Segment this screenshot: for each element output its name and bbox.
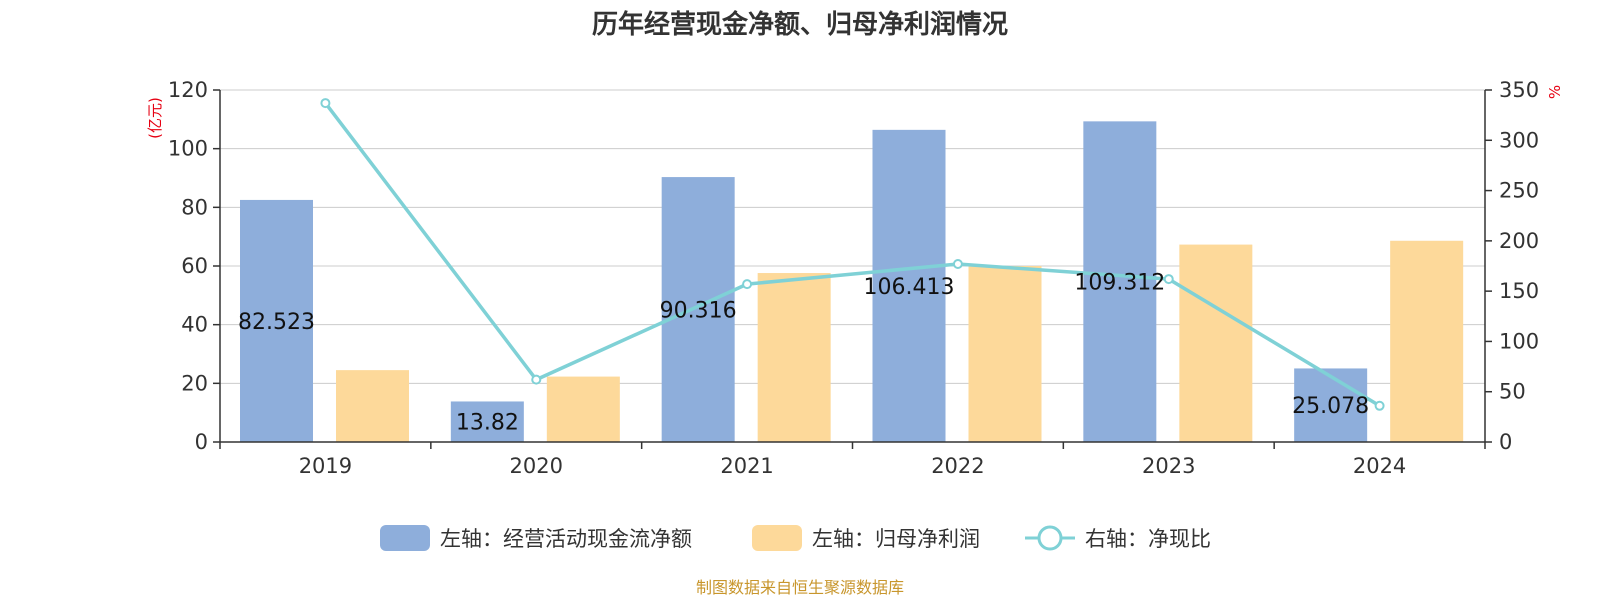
x-axis-tick-label: 2021	[720, 454, 773, 478]
cash-flow-data-label: 25.078	[1292, 394, 1369, 419]
x-axis-tick-label: 2022	[931, 454, 984, 478]
legend: 左轴：经营活动现金流净额 左轴：归母净利润 右轴：净现比	[380, 525, 1211, 551]
left-axis-unit: (亿元)	[146, 97, 164, 139]
cash-flow-bar	[240, 199, 313, 442]
ratio-point	[320, 98, 331, 109]
right-axis-tick-label: 350	[1499, 78, 1539, 102]
net-profit-bar	[546, 376, 620, 442]
gridlines	[220, 89, 1485, 384]
cash-flow-data-label: 90.316	[660, 299, 737, 324]
cash-flow-data-label: 106.413	[864, 275, 955, 300]
right-axis-tick-label: 150	[1499, 279, 1539, 303]
cash-flow-bar	[450, 401, 524, 442]
net-profit-bar	[1390, 240, 1464, 442]
left-axis-tick-label: 60	[181, 254, 208, 278]
left-axis-tick-label: 100	[168, 137, 208, 161]
ratio-point	[1374, 400, 1385, 411]
right-axis-tick-label: 0	[1499, 430, 1512, 454]
x-axis-tick-label: 2020	[510, 454, 563, 478]
ratio-point	[531, 374, 542, 385]
cash-flow-bar	[1294, 368, 1368, 442]
left-axis-tick-label: 0	[195, 430, 208, 454]
bars-group	[240, 121, 1464, 442]
net-profit-bar	[336, 370, 409, 442]
right-axis-unit: %	[1546, 85, 1564, 99]
chart-title: 历年经营现金净额、归母净利润情况	[592, 9, 1008, 40]
ratio-point	[742, 279, 753, 290]
axes-group: 0 20 40 60 80 100 120 0 50 100 150 200 250 300 350 2019…	[168, 78, 1539, 478]
right-axis-tick-label: 50	[1499, 380, 1526, 404]
legend-label-3: 右轴：净现比	[1085, 527, 1211, 551]
legend-label-1: 左轴：经营活动现金流净额	[440, 527, 692, 551]
left-axis-tick-label: 120	[168, 78, 208, 102]
net-profit-bar	[757, 273, 831, 442]
data-labels-group: 82.523 13.82 90.316 106.413 109.312 25.078	[238, 271, 1369, 436]
cash-flow-bar	[1083, 121, 1157, 442]
legend-label-2: 左轴：归母净利润	[812, 527, 980, 551]
left-axis-tick-label: 80	[181, 195, 208, 219]
source-note: 制图数据来自恒生聚源数据库	[696, 578, 904, 597]
net-profit-bar	[968, 266, 1042, 442]
x-axis-tick-label: 2024	[1353, 454, 1406, 478]
ratio-point	[1163, 274, 1174, 285]
right-axis-tick-label: 250	[1499, 179, 1539, 203]
x-axis-tick-label: 2023	[1142, 454, 1195, 478]
cash-flow-data-label: 13.82	[456, 411, 519, 436]
cash-flow-bar	[661, 177, 735, 442]
cash-flow-data-label: 82.523	[238, 310, 315, 335]
ratio-line-group	[320, 98, 1385, 411]
ratio-point	[952, 258, 963, 269]
legend-swatch-1	[380, 525, 430, 551]
cash-flow-data-label: 109.312	[1074, 271, 1165, 296]
net-profit-bar	[1179, 244, 1253, 442]
cash-flow-bar	[872, 129, 946, 442]
ratio-line	[324, 102, 1381, 408]
left-axis-tick-label: 40	[181, 313, 208, 337]
right-axis-tick-label: 300	[1499, 128, 1539, 152]
legend-marker	[1037, 525, 1063, 551]
right-axis-tick-label: 100	[1499, 329, 1539, 353]
left-axis-tick-label: 20	[181, 371, 208, 395]
right-axis-tick-label: 200	[1499, 229, 1539, 253]
x-axis-tick-label: 2019	[299, 454, 352, 478]
legend-swatch-2	[752, 525, 802, 551]
